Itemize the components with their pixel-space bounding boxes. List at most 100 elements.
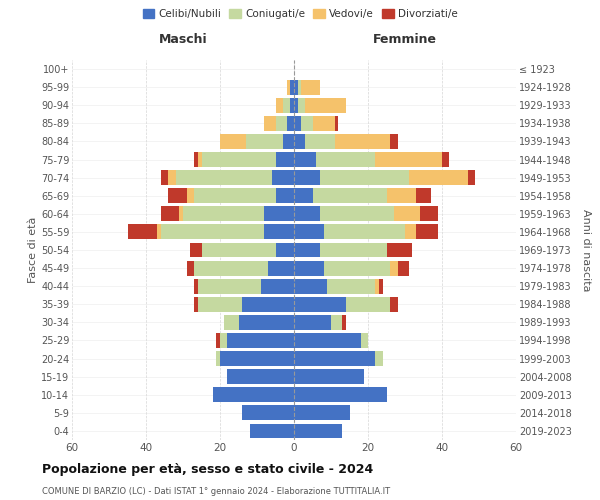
Bar <box>161 170 168 185</box>
Bar <box>294 80 298 94</box>
Bar <box>183 206 265 221</box>
Bar <box>220 351 294 366</box>
Bar <box>294 170 320 185</box>
Bar <box>202 242 275 258</box>
Bar <box>320 206 394 221</box>
Bar <box>187 260 194 276</box>
Bar <box>179 206 183 221</box>
Bar <box>246 134 283 149</box>
Bar <box>242 297 294 312</box>
Bar <box>265 116 275 131</box>
Bar <box>194 279 198 293</box>
Bar <box>405 224 416 240</box>
Bar <box>342 315 346 330</box>
Bar <box>301 80 320 94</box>
Bar <box>335 134 390 149</box>
Bar <box>294 260 323 276</box>
Bar <box>187 188 194 203</box>
Bar <box>386 188 416 203</box>
Bar <box>268 260 294 276</box>
Bar <box>331 315 342 330</box>
Bar <box>265 206 294 221</box>
Bar <box>190 242 202 258</box>
Text: Femmine: Femmine <box>373 32 437 46</box>
Bar <box>305 134 335 149</box>
Bar <box>442 152 449 167</box>
Bar <box>294 242 320 258</box>
Bar <box>301 116 313 131</box>
Bar <box>161 224 265 240</box>
Text: Popolazione per età, sesso e stato civile - 2024: Popolazione per età, sesso e stato civil… <box>42 462 373 475</box>
Bar <box>379 279 383 293</box>
Bar <box>294 369 364 384</box>
Bar <box>220 134 246 149</box>
Bar <box>390 260 398 276</box>
Bar <box>376 279 379 293</box>
Bar <box>194 297 198 312</box>
Bar <box>275 116 287 131</box>
Bar <box>376 351 383 366</box>
Bar <box>298 98 305 112</box>
Bar <box>323 260 390 276</box>
Y-axis label: Fasce di età: Fasce di età <box>28 217 38 283</box>
Text: COMUNE DI BARZIO (LC) - Dati ISTAT 1° gennaio 2024 - Elaborazione TUTTITALIA.IT: COMUNE DI BARZIO (LC) - Dati ISTAT 1° ge… <box>42 487 390 496</box>
Bar <box>194 152 198 167</box>
Bar <box>409 170 468 185</box>
Bar <box>416 224 438 240</box>
Bar <box>217 333 220 348</box>
Bar <box>198 152 202 167</box>
Bar <box>294 388 386 402</box>
Bar <box>283 98 290 112</box>
Bar <box>386 242 412 258</box>
Bar <box>294 224 323 240</box>
Bar <box>260 279 294 293</box>
Bar <box>194 260 268 276</box>
Bar <box>294 424 342 438</box>
Bar <box>128 224 157 240</box>
Bar <box>294 134 305 149</box>
Bar <box>294 333 361 348</box>
Bar <box>361 333 368 348</box>
Bar <box>294 152 316 167</box>
Bar <box>346 297 390 312</box>
Bar <box>416 188 431 203</box>
Bar <box>294 315 331 330</box>
Bar <box>294 297 346 312</box>
Bar <box>294 206 320 221</box>
Bar <box>242 406 294 420</box>
Bar <box>176 170 272 185</box>
Bar <box>212 388 294 402</box>
Bar <box>168 188 187 203</box>
Bar <box>294 116 301 131</box>
Bar <box>275 188 294 203</box>
Bar <box>265 224 294 240</box>
Bar <box>287 80 290 94</box>
Bar <box>320 170 409 185</box>
Bar <box>335 116 338 131</box>
Text: Maschi: Maschi <box>158 32 208 46</box>
Bar <box>316 152 376 167</box>
Bar <box>320 242 386 258</box>
Bar <box>313 116 335 131</box>
Bar <box>390 134 398 149</box>
Bar <box>287 116 294 131</box>
Bar <box>420 206 438 221</box>
Bar <box>298 80 301 94</box>
Bar <box>323 224 405 240</box>
Bar <box>275 242 294 258</box>
Bar <box>294 406 349 420</box>
Bar <box>305 98 346 112</box>
Bar <box>275 152 294 167</box>
Bar <box>227 333 294 348</box>
Bar <box>161 206 179 221</box>
Bar <box>275 98 283 112</box>
Bar <box>202 152 275 167</box>
Bar <box>468 170 475 185</box>
Bar <box>294 188 313 203</box>
Bar <box>250 424 294 438</box>
Bar <box>394 206 420 221</box>
Bar <box>398 260 409 276</box>
Bar <box>294 98 298 112</box>
Bar <box>157 224 161 240</box>
Bar <box>198 279 260 293</box>
